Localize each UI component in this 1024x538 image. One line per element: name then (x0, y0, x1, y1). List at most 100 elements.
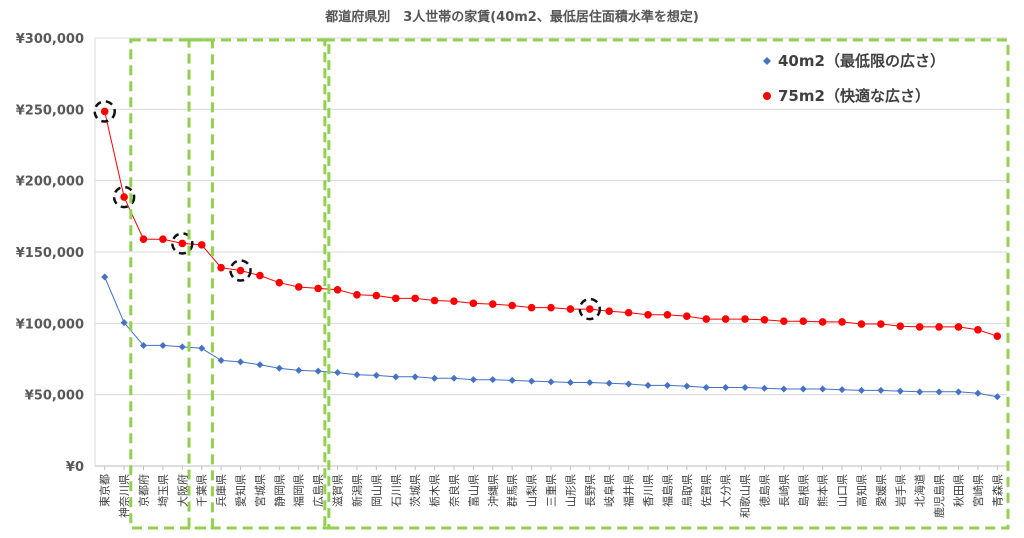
x-tick-label: 和歌山県 (738, 474, 752, 518)
data-point (644, 310, 652, 319)
legend: 40m2（最低限の広さ） 75m2（快適な広さ） (763, 52, 945, 105)
data-point (334, 369, 342, 377)
data-point (140, 341, 148, 349)
data-point (896, 387, 904, 395)
data-point (197, 241, 206, 249)
x-tick-label: 島根県 (796, 474, 810, 507)
data-point (993, 393, 1001, 401)
x-tick-label: 岩手県 (893, 474, 907, 507)
x-tick-label: 千葉県 (195, 474, 209, 507)
legend-label-40m2: 40m2（最低限の広さ） (778, 52, 945, 70)
x-tick-label: 徳島県 (757, 474, 771, 507)
chart-title: 都道府県別 3人世帯の家賃(40m2、最低居住面積水準を想定) (324, 9, 699, 25)
data-point (877, 386, 885, 394)
data-point (818, 318, 827, 326)
x-tick-label: 群馬県 (505, 474, 519, 507)
x-tick-label: 長野県 (584, 474, 597, 507)
x-tick-label: 岡山県 (370, 474, 383, 507)
data-point (178, 239, 187, 248)
data-point (625, 380, 633, 388)
data-point (547, 378, 555, 386)
data-point (469, 376, 477, 384)
data-point (353, 291, 361, 299)
data-point (295, 366, 303, 374)
data-point (935, 388, 943, 396)
data-point (392, 373, 400, 381)
x-tick-label: 埼玉県 (156, 474, 170, 507)
data-point (702, 384, 710, 392)
data-point (857, 320, 866, 328)
data-point (838, 318, 846, 326)
x-tick-label: 茨城県 (408, 474, 422, 507)
data-point (275, 364, 283, 372)
group-box (187, 38, 331, 530)
x-tick-label: 宮崎県 (971, 474, 985, 507)
data-point (333, 286, 342, 294)
highlight-ring (229, 259, 252, 282)
data-point (431, 374, 439, 382)
x-tick-label: 秋田県 (951, 474, 965, 507)
legend-marker-75m2 (763, 92, 771, 100)
data-point (974, 325, 982, 334)
data-point (217, 263, 225, 272)
legend-marker-40m2 (763, 57, 771, 65)
x-tick-label: 宮城県 (253, 474, 267, 507)
data-point (916, 388, 924, 396)
data-point (896, 322, 905, 330)
data-point (508, 301, 516, 310)
x-axis-ticks: 東京都 神奈川県 京都府 埼玉県 大阪府 千葉県 兵庫県 愛知県 宮城県 静岡県 福岡県 広島県 滋賀県… (98, 466, 1004, 518)
gridlines (94, 37, 1007, 467)
highlight-ring (112, 185, 136, 209)
x-tick-label: 熊本県 (816, 474, 830, 507)
data-point (488, 300, 497, 308)
data-point (314, 367, 322, 375)
x-tick-label: 栃木県 (428, 474, 442, 507)
x-tick-label: 兵庫県 (214, 474, 228, 507)
x-tick-label: 奈良県 (447, 474, 461, 507)
data-point (954, 323, 963, 331)
y-tick-label: ¥0 (66, 460, 84, 475)
data-point (159, 341, 167, 349)
data-point (838, 386, 846, 394)
series-layer (93, 100, 1002, 401)
data-point (372, 371, 380, 379)
data-point (915, 323, 924, 331)
data-point (527, 303, 536, 312)
data-point (566, 379, 574, 387)
data-point (217, 356, 225, 364)
data-point (605, 379, 613, 387)
x-tick-label: 石川県 (390, 474, 403, 507)
x-tick-label: 広島県 (311, 474, 325, 507)
data-point (294, 283, 303, 291)
data-point (237, 358, 245, 366)
y-tick-label: ¥200,000 (16, 175, 84, 190)
data-point (586, 379, 594, 387)
x-tick-label: 鹿児島県 (932, 474, 946, 518)
x-tick-label: 新潟県 (350, 474, 364, 507)
data-point (256, 271, 264, 280)
x-tick-label: 愛知県 (234, 474, 248, 507)
data-point (683, 382, 691, 390)
x-tick-label: 山梨県 (525, 474, 539, 507)
x-tick-label: 滋賀県 (332, 474, 345, 507)
y-tick-label: ¥50,000 (25, 389, 84, 404)
data-point (275, 278, 284, 287)
y-axis-ticks: ¥0 ¥50,000 ¥100,000 ¥150,000 ¥200,000 ¥250,00… (16, 32, 84, 475)
data-point (236, 266, 245, 275)
data-point (120, 193, 128, 201)
data-point (586, 305, 594, 313)
x-tick-label: 山形県 (564, 474, 577, 507)
data-point (391, 294, 400, 303)
data-point (799, 317, 808, 325)
data-point (101, 273, 109, 281)
data-point (411, 373, 419, 381)
series-1 (100, 107, 1002, 340)
data-point (566, 305, 575, 313)
data-point (799, 385, 807, 393)
x-tick-label: 静岡県 (272, 474, 286, 507)
data-point (353, 371, 361, 379)
data-point (314, 284, 322, 293)
data-point (877, 320, 885, 328)
data-point (954, 388, 962, 396)
data-point (100, 107, 109, 116)
